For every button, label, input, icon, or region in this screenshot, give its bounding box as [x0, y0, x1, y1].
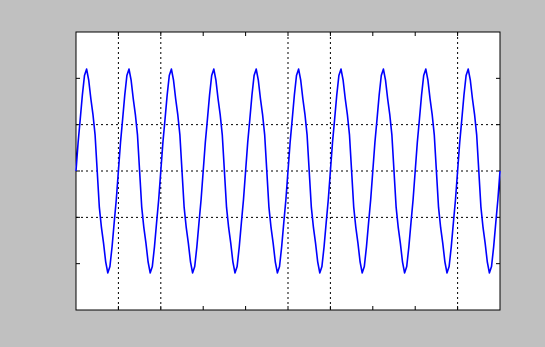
series-layer	[75, 68, 501, 274]
series-line	[75, 68, 501, 274]
